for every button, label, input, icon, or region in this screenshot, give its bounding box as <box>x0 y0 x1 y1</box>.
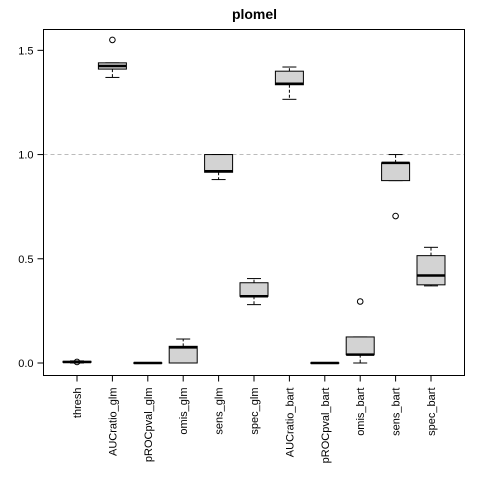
y-tick-label: 0.0 <box>18 358 33 370</box>
box-body <box>239 282 269 297</box>
box-spec_bart <box>416 246 446 287</box>
box-AUCratio_glm <box>97 36 127 78</box>
y-tick-label: 0.5 <box>18 254 33 266</box>
box-body <box>345 336 375 356</box>
chart-title: plomel <box>232 6 277 22</box>
outlier-point <box>73 358 81 366</box>
outlier-point <box>356 298 364 305</box>
box-body <box>381 162 411 182</box>
x-tick-label: AUCratio_bart <box>284 388 296 458</box>
x-tick-label: sens_glm <box>214 388 226 435</box>
plot-frame <box>43 29 465 376</box>
box-body <box>168 345 198 364</box>
box-AUCratio_bart <box>274 66 304 100</box>
y-tick-label: 1.5 <box>18 45 33 57</box>
box-pROCpval_bart <box>310 361 340 365</box>
box-pROCpval_glm <box>133 361 163 365</box>
outlier-point <box>392 212 399 220</box>
boxes-group <box>62 36 446 366</box>
box-sens_bart <box>381 154 411 220</box>
x-axis: thresh AUCratio_glm pROCpval_glm omis_glm se… <box>72 375 438 464</box>
x-tick-label: omis_glm <box>178 388 190 435</box>
x-tick-label: spec_glm <box>249 388 261 435</box>
x-tick-label: pROCpval_glm <box>143 388 155 463</box>
box-omis_bart <box>345 298 375 364</box>
box-sens_glm <box>204 154 234 181</box>
x-tick-label: sens_bart <box>391 388 403 436</box>
x-tick-label: pROCpval_bart <box>320 388 332 464</box>
y-axis: 0.0 0.5 1.0 1.5 <box>18 45 44 370</box>
x-tick-label: omis_bart <box>355 388 367 436</box>
box-omis_glm <box>168 338 198 364</box>
box-body <box>416 255 446 286</box>
y-tick-label: 1.0 <box>18 150 33 162</box>
box-body <box>204 154 234 173</box>
outlier-point <box>109 36 116 44</box>
x-tick-label: AUCratio_glm <box>107 388 119 456</box>
x-tick-label: thresh <box>72 388 84 419</box>
box-spec_glm <box>239 278 269 306</box>
x-tick-label: spec_bart <box>426 388 438 436</box>
box-thresh <box>62 358 92 366</box>
